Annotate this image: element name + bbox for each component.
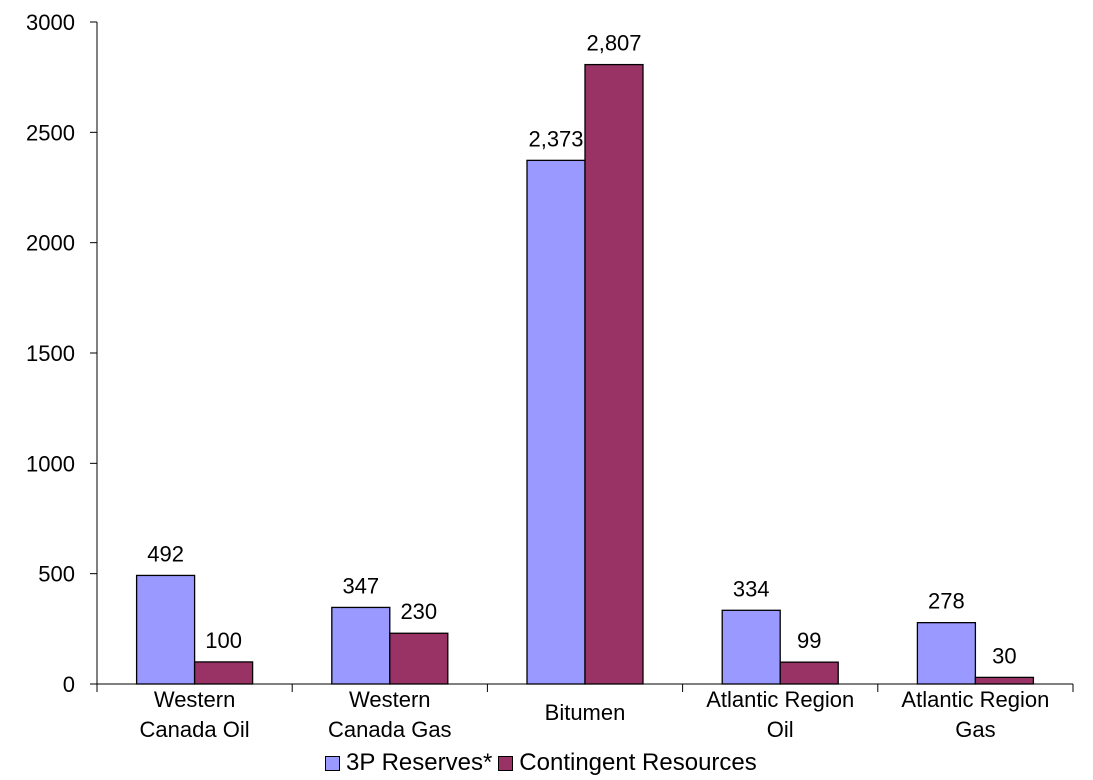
- data-label-reserves-5: 278: [928, 589, 965, 614]
- bar-contingent-2: [389, 632, 449, 685]
- data-label-reserves-2: 347: [342, 573, 379, 598]
- bar-contingent-5: [974, 676, 1035, 685]
- legend: 3P Reserves* Contingent Resources: [325, 749, 763, 777]
- legend-item-series-1: 3P Reserves*: [325, 749, 492, 777]
- data-label-reserves-4: 334: [733, 576, 770, 601]
- x-category-label-2: Western Canada Gas: [328, 687, 452, 742]
- y-tick-label-1500: 1500: [26, 341, 75, 366]
- x-category-label-4: Atlantic Region Oil: [706, 687, 854, 742]
- data-label-contingent-3: 2,807: [586, 31, 641, 56]
- legend-swatch-series-2: [498, 755, 514, 771]
- y-tick-label-500: 500: [38, 562, 75, 587]
- bar-contingent-3: [584, 63, 644, 685]
- y-tick-label-2500: 2500: [26, 120, 75, 145]
- y-tick-label-3000: 3000: [26, 10, 75, 35]
- data-label-contingent-5: 30: [992, 643, 1016, 668]
- bar-chart: 0 500 1000 1500 2000 2500 3000 Western Canada O…: [26, 10, 1074, 742]
- bars: [135, 63, 1035, 685]
- bar-reserves-3: [526, 159, 586, 685]
- data-label-contingent-1: 100: [205, 628, 242, 653]
- labels: Western Canada Oil Western Canada Gas Bitume…: [140, 31, 1050, 742]
- x-category-label-5: Atlantic Region Gas: [901, 687, 1049, 742]
- data-label-reserves-1: 492: [147, 541, 184, 566]
- data-label-contingent-2: 230: [400, 599, 437, 624]
- axes: 0 500 1000 1500 2000 2500 3000: [26, 10, 1074, 697]
- data-label-contingent-4: 99: [797, 628, 821, 653]
- x-category-label-3: Bitumen: [545, 700, 626, 725]
- legend-item-series-2: Contingent Resources: [498, 749, 757, 777]
- x-category-label-1: Western Canada Oil: [140, 687, 250, 742]
- y-tick-label-0: 0: [63, 672, 75, 697]
- bar-reserves-5: [916, 622, 977, 685]
- legend-label-series-1: 3P Reserves*: [346, 749, 493, 776]
- y-tick-label-1000: 1000: [26, 451, 75, 476]
- data-label-reserves-3: 2,373: [528, 126, 583, 151]
- bar-reserves-1: [135, 574, 196, 685]
- bar-contingent-1: [193, 661, 254, 685]
- bar-reserves-2: [331, 606, 391, 685]
- bar-reserves-4: [721, 609, 781, 685]
- legend-swatch-series-1: [325, 755, 340, 771]
- y-tick-label-2000: 2000: [26, 231, 75, 256]
- bar-contingent-4: [779, 661, 839, 685]
- legend-label-series-2: Contingent Resources: [519, 749, 757, 776]
